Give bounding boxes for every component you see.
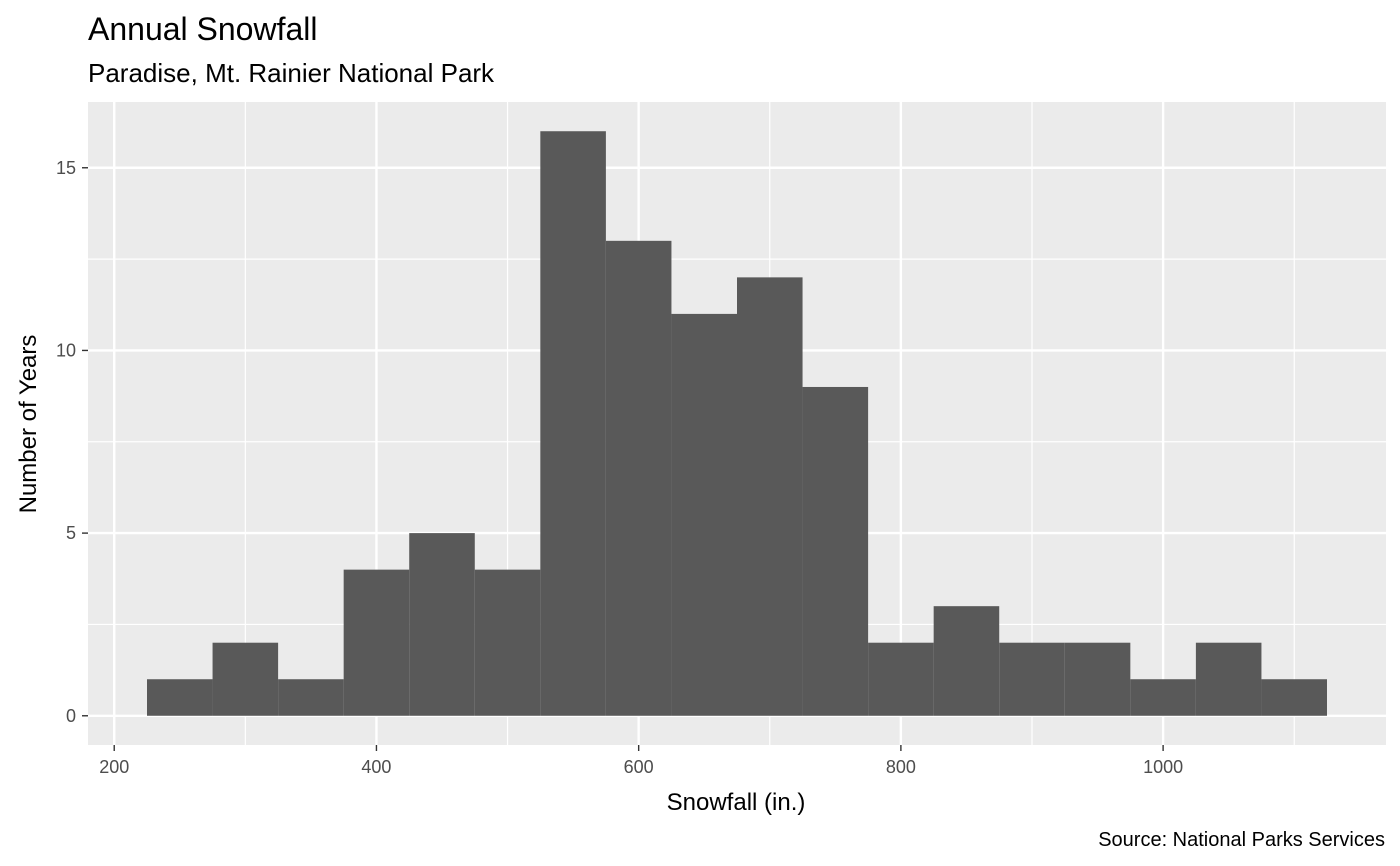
y-axis: 0 5 10 15 bbox=[56, 158, 88, 726]
histogram-bar bbox=[671, 313, 737, 716]
histogram-bar bbox=[999, 642, 1065, 716]
histogram-bar bbox=[1064, 642, 1131, 716]
histogram-bar bbox=[1130, 679, 1196, 716]
y-tick-label: 5 bbox=[66, 523, 76, 543]
histogram-bar bbox=[343, 569, 410, 716]
histogram-bar bbox=[1195, 642, 1262, 716]
y-tick-label: 10 bbox=[56, 340, 76, 360]
x-tick-label: 200 bbox=[99, 757, 129, 777]
y-tick-label: 15 bbox=[56, 158, 76, 178]
histogram-bar bbox=[1261, 679, 1327, 716]
bars bbox=[147, 131, 1327, 716]
x-axis-title: Snowfall (in.) bbox=[667, 789, 806, 816]
x-tick-label: 800 bbox=[886, 757, 916, 777]
histogram-bar bbox=[605, 240, 672, 716]
x-tick-label: 600 bbox=[624, 757, 654, 777]
y-tick-label: 0 bbox=[66, 706, 76, 726]
chart-subtitle: Paradise, Mt. Rainier National Park bbox=[88, 58, 495, 88]
histogram-bar bbox=[212, 642, 279, 716]
histogram-bar bbox=[540, 131, 606, 716]
histogram-bar bbox=[737, 277, 803, 716]
histogram-bar bbox=[409, 533, 475, 716]
x-tick-label: 1000 bbox=[1143, 757, 1183, 777]
histogram-bar bbox=[278, 679, 344, 716]
y-axis-title: Number of Years bbox=[15, 335, 42, 514]
histogram-bar bbox=[802, 386, 869, 716]
chart-title: Annual Snowfall bbox=[88, 11, 317, 47]
x-axis: 200 400 600 800 1000 bbox=[99, 745, 1183, 777]
histogram-bar bbox=[933, 606, 1000, 716]
chart-caption: Source: National Parks Services bbox=[1098, 829, 1385, 851]
histogram-bar bbox=[474, 569, 541, 716]
histogram-bar bbox=[868, 642, 934, 716]
histogram-bar bbox=[147, 679, 213, 716]
x-tick-label: 400 bbox=[361, 757, 391, 777]
